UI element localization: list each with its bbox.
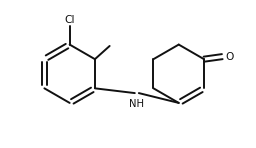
Text: Cl: Cl [65, 15, 75, 25]
Text: O: O [225, 52, 234, 62]
Text: NH: NH [129, 99, 144, 109]
